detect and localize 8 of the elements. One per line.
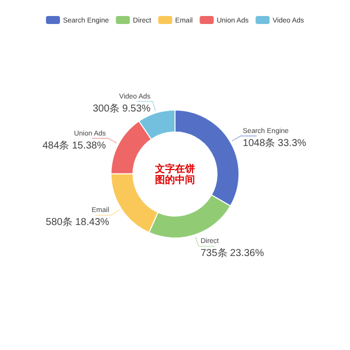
data-label: 484条 15.38% — [42, 139, 106, 152]
data-label: 580条 18.43% — [46, 216, 110, 228]
donut-slice — [174, 110, 240, 206]
donut-slice — [110, 120, 152, 174]
data-label: 735条 23.36% — [200, 247, 264, 260]
data-label: 300条 9.53% — [92, 102, 151, 114]
text: 文字在饼图的中间 — [154, 163, 195, 186]
data-label: 1048条 33.3% — [242, 136, 306, 149]
